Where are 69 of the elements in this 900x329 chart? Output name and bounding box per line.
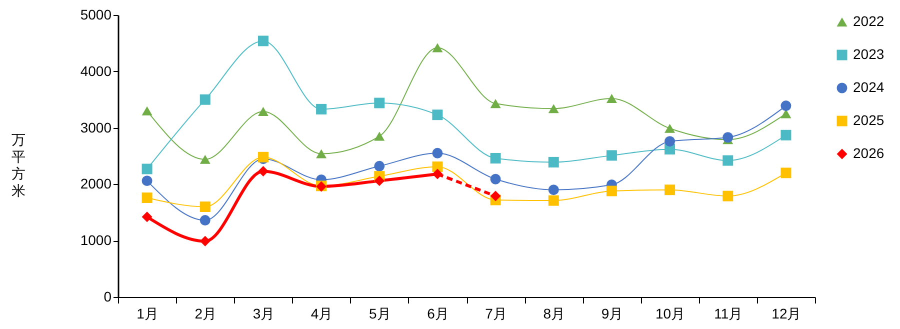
point: [780, 100, 792, 112]
point: [258, 36, 268, 46]
x-tick-label: 6月: [427, 306, 449, 322]
point: [200, 202, 210, 212]
point: [200, 94, 210, 105]
point: [490, 174, 501, 184]
y-tick-label: 0: [104, 288, 112, 304]
point: [374, 98, 385, 108]
point: [432, 148, 443, 158]
point: [374, 160, 385, 172]
x-tick-label: 5月: [368, 306, 391, 322]
point: [548, 184, 559, 196]
point: [432, 161, 443, 172]
point: [142, 192, 152, 203]
y-tick-label: 5000: [80, 6, 112, 22]
x-tick-label: 7月: [485, 306, 507, 322]
point: [548, 104, 559, 114]
point: [490, 190, 501, 202]
point: [200, 215, 210, 226]
point: [258, 166, 268, 176]
x-tick-label: 12月: [772, 306, 802, 322]
point: [490, 153, 501, 164]
point: [142, 164, 152, 174]
point: [432, 110, 443, 120]
x-tick-label: 8月: [543, 306, 566, 322]
x-tick-label: 11月: [714, 306, 743, 322]
x-tick-label: 1月: [136, 306, 158, 322]
point: [664, 184, 676, 196]
x-tick-label: 2月: [194, 306, 217, 322]
point: [664, 124, 676, 133]
point: [722, 190, 734, 202]
point: [548, 156, 559, 168]
point: [432, 168, 443, 180]
point: [780, 130, 792, 140]
point: [200, 154, 210, 164]
x-tick-label: 4月: [310, 306, 333, 322]
point: [316, 149, 327, 158]
x-tick-label: 3月: [252, 306, 275, 322]
legend-label: 2025: [853, 112, 884, 128]
y-axis-title: 万平方米: [11, 132, 26, 198]
legend-label: 2022: [853, 13, 884, 29]
legend-label: 2024: [853, 79, 884, 95]
point: [722, 155, 734, 166]
point: [664, 136, 676, 147]
point: [490, 99, 501, 108]
point: [606, 94, 617, 104]
point: [374, 132, 385, 141]
y-tick-label: 3000: [80, 119, 112, 136]
point: [258, 106, 268, 116]
point: [142, 212, 152, 222]
point: [432, 43, 443, 52]
point: [780, 168, 792, 178]
x-tick-label: 9月: [601, 306, 624, 322]
point: [548, 195, 559, 206]
point: [142, 176, 152, 186]
point: [606, 150, 617, 161]
legend-label: 2026: [853, 145, 884, 161]
y-tick-label: 4000: [80, 62, 112, 79]
point: [722, 132, 734, 143]
point: [606, 186, 617, 196]
x-tick-label: 10月: [656, 306, 686, 322]
point: [780, 109, 792, 118]
point: [316, 104, 327, 114]
point: [200, 236, 210, 246]
legend-label: 2023: [853, 46, 884, 62]
point: [142, 106, 152, 116]
y-tick-label: 1000: [80, 232, 112, 248]
point: [374, 176, 385, 186]
y-tick-label: 2000: [80, 176, 112, 192]
